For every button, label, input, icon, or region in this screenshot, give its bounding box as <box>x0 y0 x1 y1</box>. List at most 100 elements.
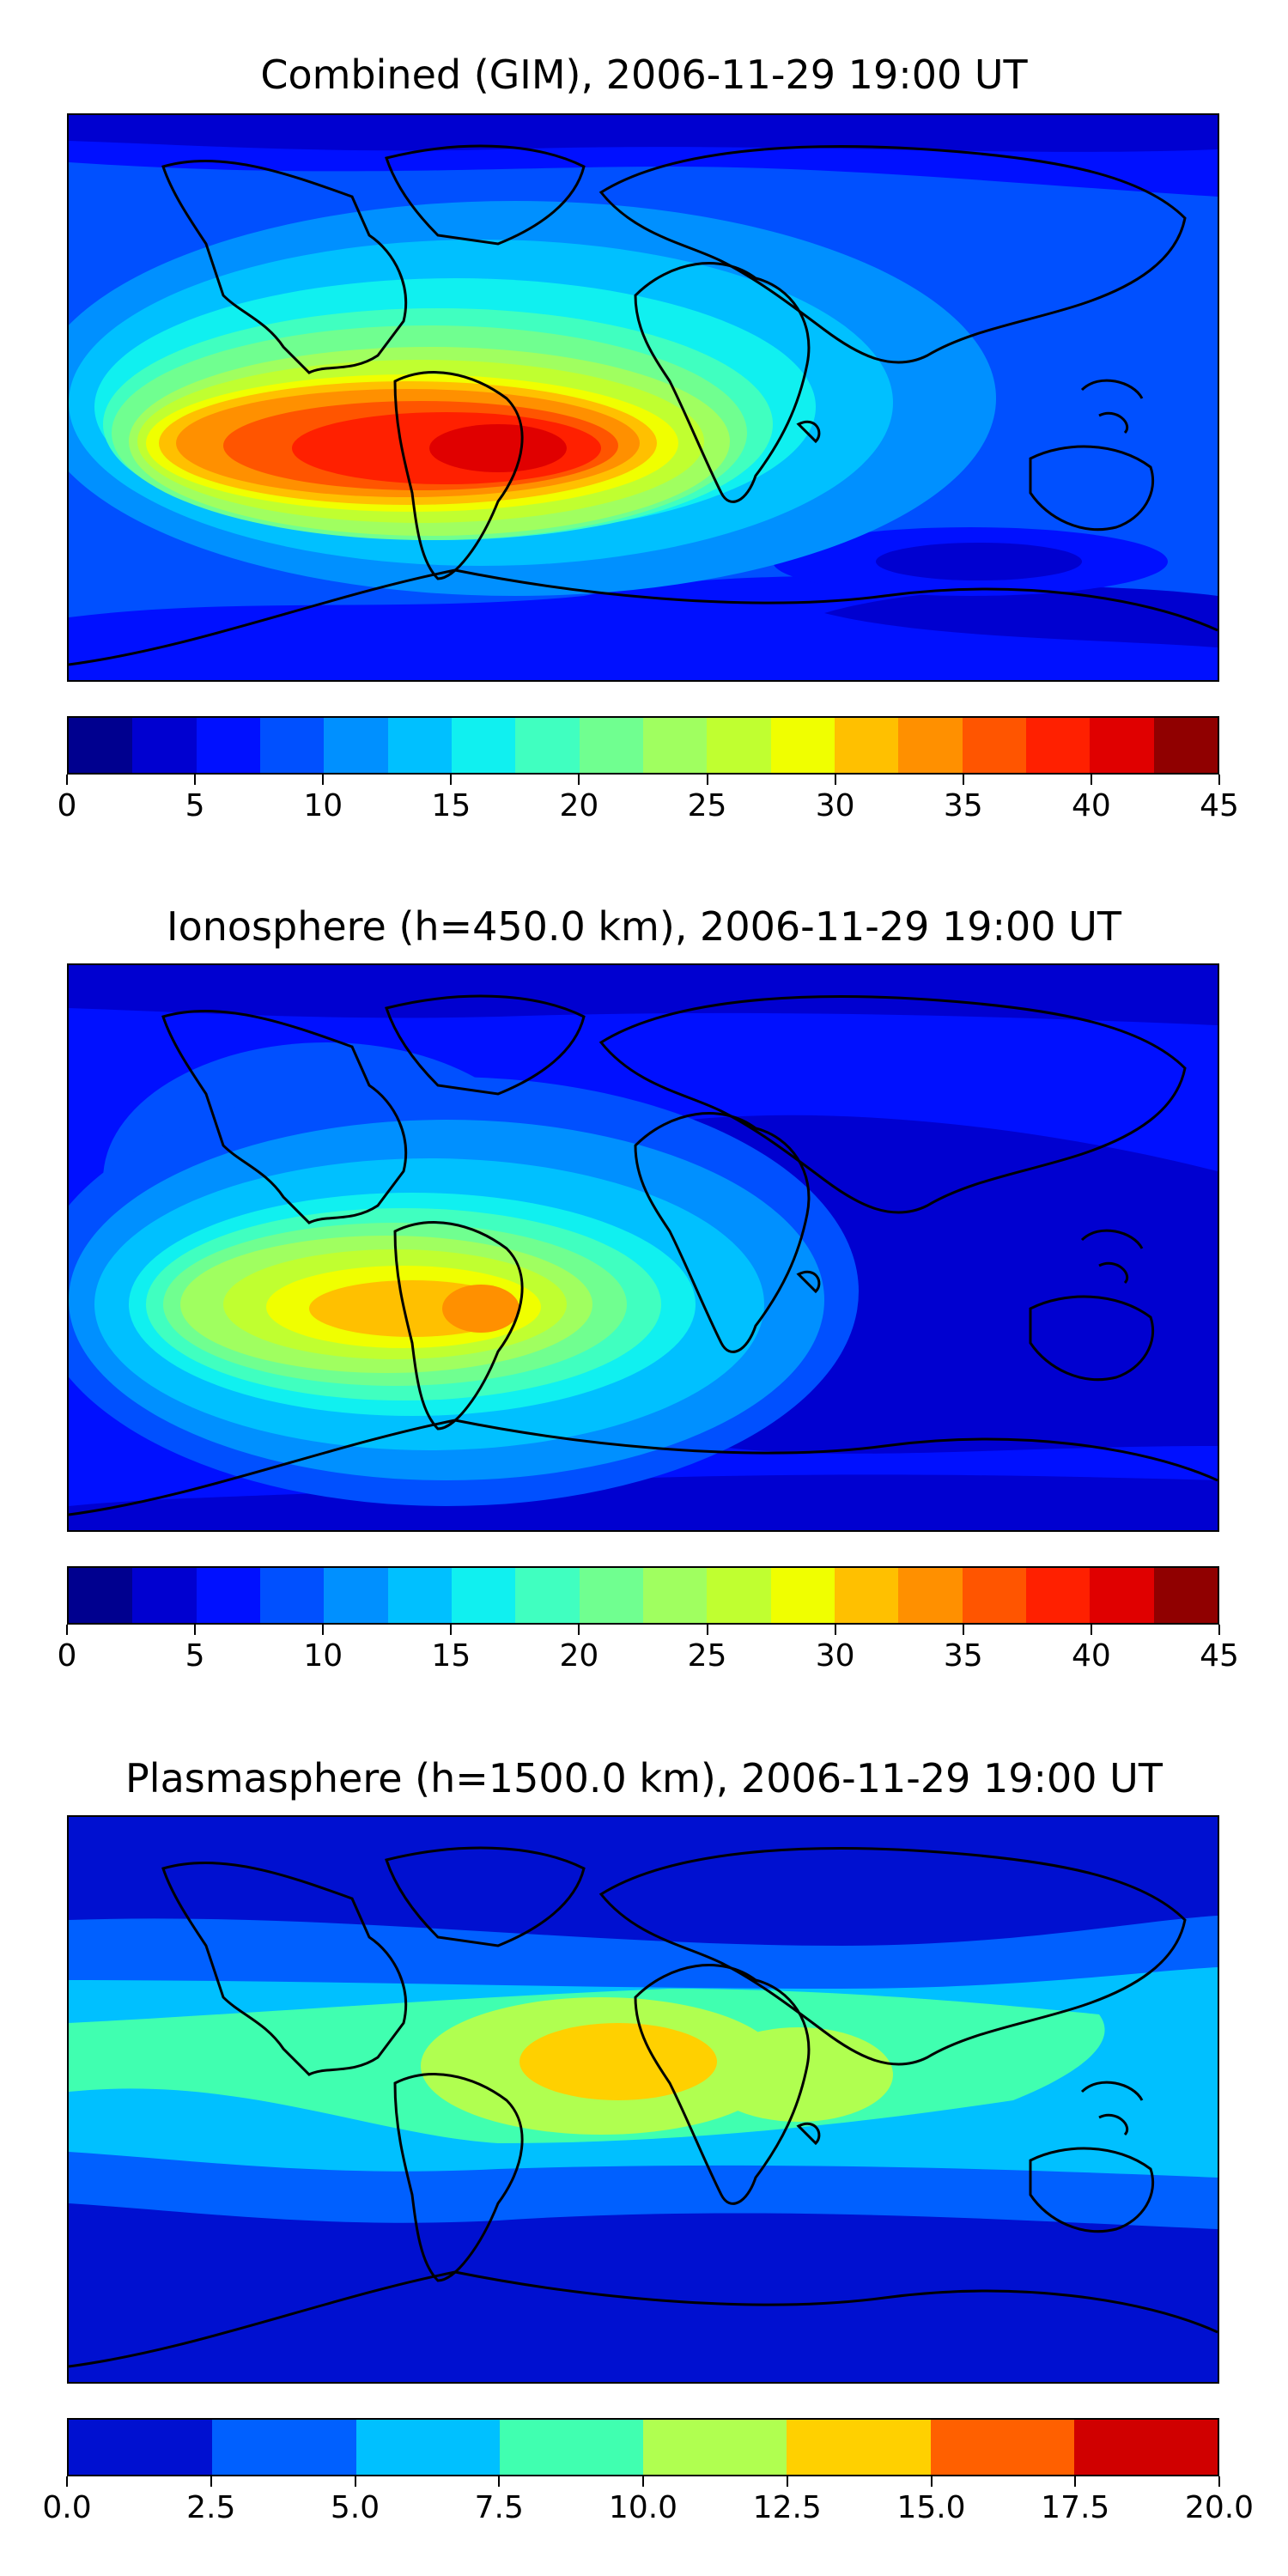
colorbar-segment <box>1153 1568 1218 1623</box>
colorbar-tick-label: 20 <box>559 1638 599 1674</box>
colorbar-tick-label: 5 <box>185 788 205 823</box>
colorbar-tick-mark <box>450 1625 453 1635</box>
colorbar-tick-mark <box>194 775 197 785</box>
map3-contour-10-africa-east <box>704 2027 893 2122</box>
map1-pacific-lowest <box>876 543 1082 580</box>
colorbar-tick-label: 7.5 <box>474 2490 524 2525</box>
colorbar-tick-label: 35 <box>943 1638 983 1674</box>
map2-contour-plot <box>69 965 1218 1530</box>
colorbar-tick-label: 17.5 <box>1041 2490 1110 2525</box>
colorbar-tick-label: 10 <box>303 788 343 823</box>
colorbar-tick-mark <box>578 1625 580 1635</box>
colorbar-segment <box>259 718 325 773</box>
colorbar-segment <box>499 2420 643 2475</box>
colorbar-tick-mark <box>930 2476 933 2487</box>
map2-coastlines <box>69 994 1218 1516</box>
map3-panel <box>67 1815 1219 2384</box>
map1-colorbar-ticks: 0 5 10 15 20 25 30 35 40 45 <box>58 775 1239 826</box>
colorbar-tick-label: 35 <box>943 788 983 823</box>
colorbar-tick-label: 30 <box>815 788 855 823</box>
colorbar-segment <box>962 718 1026 773</box>
colorbar-tick-label: 12.5 <box>752 2490 822 2525</box>
colorbar-segment <box>387 1568 452 1623</box>
colorbar-segment <box>1090 1568 1154 1623</box>
colorbar-tick-label: 30 <box>815 1638 855 1674</box>
colorbar-segment <box>451 1568 516 1623</box>
colorbar-tick-mark <box>706 1625 708 1635</box>
colorbar-segment <box>579 718 643 773</box>
colorbar-tick-label: 10 <box>303 1638 343 1674</box>
colorbar-segment <box>212 2420 356 2475</box>
colorbar-segment <box>643 2420 787 2475</box>
map1-contour-plot <box>69 115 1218 680</box>
colorbar-segment <box>770 1568 835 1623</box>
map1-colorbar <box>67 716 1219 775</box>
map3-coastlines <box>69 1846 1218 2368</box>
colorbar-segment <box>770 718 835 773</box>
colorbar-tick-label: 40 <box>1071 1638 1111 1674</box>
map3-colorbar <box>67 2418 1219 2476</box>
colorbar-tick-label: 15.0 <box>896 2490 966 2525</box>
map2-contour-35 <box>442 1285 519 1333</box>
colorbar-tick-label: 5.0 <box>330 2490 380 2525</box>
colorbar-tick-mark <box>322 775 325 785</box>
colorbar-segment <box>69 1568 133 1623</box>
map2-colorbar-ticks: 0 5 10 15 20 25 30 35 40 45 <box>58 1625 1239 1676</box>
colorbar-tick-mark <box>962 1625 964 1635</box>
colorbar-tick-label: 20.0 <box>1184 2490 1255 2525</box>
colorbar-segment <box>69 718 133 773</box>
colorbar-segment <box>707 718 771 773</box>
colorbar-tick-label: 10.0 <box>608 2490 678 2525</box>
colorbar-tick-mark <box>1218 1625 1220 1635</box>
colorbar-segment <box>132 718 197 773</box>
map3-contour-plot <box>69 1817 1218 2382</box>
colorbar-tick-mark <box>834 1625 836 1635</box>
colorbar-tick-label: 2.5 <box>186 2490 236 2525</box>
colorbar-segment <box>898 1568 963 1623</box>
colorbar-segment <box>324 1568 388 1623</box>
map3-contour-12-5 <box>519 2023 717 2100</box>
colorbar-segment <box>579 1568 643 1623</box>
colorbar-segment <box>898 718 963 773</box>
colorbar-segment <box>962 1568 1026 1623</box>
colorbar-tick-mark <box>786 2476 788 2487</box>
colorbar-tick-label: 0 <box>57 788 77 823</box>
map1-panel <box>67 113 1219 682</box>
colorbar-segment <box>259 1568 325 1623</box>
colorbar-tick-mark <box>66 775 68 785</box>
colorbar-tick-mark <box>1218 775 1220 785</box>
colorbar-segment <box>515 718 580 773</box>
colorbar-tick-mark <box>1218 2476 1220 2487</box>
colorbar-tick-mark <box>210 2476 212 2487</box>
colorbar-segment <box>355 2420 500 2475</box>
colorbar-segment <box>1073 2420 1218 2475</box>
colorbar-segment <box>451 718 516 773</box>
colorbar-segment <box>69 2420 213 2475</box>
colorbar-tick-label: 0 <box>57 1638 77 1674</box>
colorbar-tick-mark <box>706 775 708 785</box>
colorbar-segment <box>1025 718 1091 773</box>
colorbar-segment <box>1025 1568 1091 1623</box>
colorbar-segment <box>642 718 708 773</box>
map2-panel <box>67 963 1219 1532</box>
colorbar-segment <box>1153 718 1218 773</box>
colorbar-tick-mark <box>66 1625 68 1635</box>
map1-coastlines <box>69 144 1218 666</box>
colorbar-tick-mark <box>498 2476 501 2487</box>
colorbar-tick-label: 40 <box>1071 788 1111 823</box>
map1-title: Combined (GIM), 2006-11-29 19:00 UT <box>260 52 1028 98</box>
map3-title: Plasmasphere (h=1500.0 km), 2006-11-29 1… <box>125 1755 1163 1801</box>
colorbar-segment <box>707 1568 771 1623</box>
colorbar-segment <box>196 718 260 773</box>
colorbar-tick-label: 20 <box>559 788 599 823</box>
map2-title: Ionosphere (h=450.0 km), 2006-11-29 19:0… <box>167 903 1121 950</box>
colorbar-segment <box>930 2420 1074 2475</box>
colorbar-segment <box>515 1568 580 1623</box>
colorbar-tick-label: 15 <box>431 788 471 823</box>
colorbar-tick-mark <box>354 2476 356 2487</box>
map2-colorbar <box>67 1566 1219 1625</box>
colorbar-tick-mark <box>642 2476 644 2487</box>
colorbar-segment <box>132 1568 197 1623</box>
colorbar-segment <box>324 718 388 773</box>
map1-north-lowest <box>69 115 1218 152</box>
